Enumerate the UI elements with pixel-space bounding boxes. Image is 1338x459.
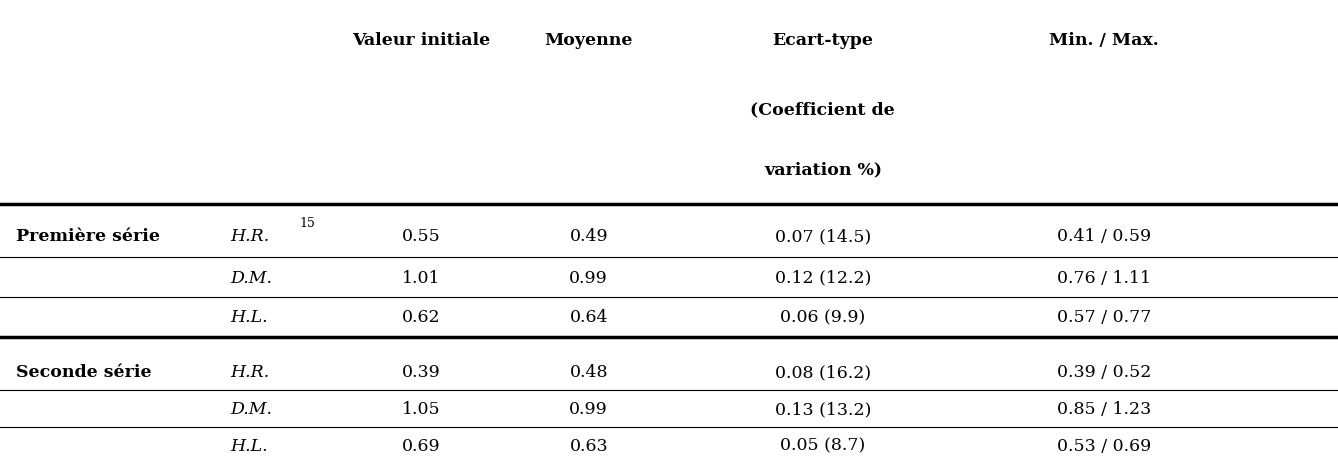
Text: 0.53 / 0.69: 0.53 / 0.69	[1057, 437, 1151, 453]
Text: 0.12 (12.2): 0.12 (12.2)	[775, 269, 871, 286]
Text: H.R.: H.R.	[230, 228, 269, 245]
Text: H.L.: H.L.	[230, 308, 268, 325]
Text: Ecart-type: Ecart-type	[772, 32, 874, 49]
Text: 0.13 (13.2): 0.13 (13.2)	[775, 400, 871, 417]
Text: 0.76 / 1.11: 0.76 / 1.11	[1057, 269, 1151, 286]
Text: 0.05 (8.7): 0.05 (8.7)	[780, 437, 866, 453]
Text: 1.01: 1.01	[403, 269, 440, 286]
Text: D.M.: D.M.	[230, 269, 272, 286]
Text: 0.99: 0.99	[570, 400, 607, 417]
Text: (Coefficient de: (Coefficient de	[751, 101, 895, 118]
Text: 0.06 (9.9): 0.06 (9.9)	[780, 308, 866, 325]
Text: 0.99: 0.99	[570, 269, 607, 286]
Text: H.L.: H.L.	[230, 437, 268, 453]
Text: Seconde série: Seconde série	[16, 364, 151, 380]
Text: 0.55: 0.55	[403, 228, 440, 245]
Text: 0.85 / 1.23: 0.85 / 1.23	[1057, 400, 1151, 417]
Text: 0.63: 0.63	[570, 437, 607, 453]
Text: Min. / Max.: Min. / Max.	[1049, 32, 1159, 49]
Text: 1.05: 1.05	[403, 400, 440, 417]
Text: 0.39: 0.39	[403, 364, 440, 380]
Text: 0.48: 0.48	[570, 364, 607, 380]
Text: 15: 15	[300, 216, 316, 229]
Text: D.M.: D.M.	[230, 400, 272, 417]
Text: Valeur initiale: Valeur initiale	[352, 32, 491, 49]
Text: variation %): variation %)	[764, 161, 882, 178]
Text: 0.64: 0.64	[570, 308, 607, 325]
Text: 0.49: 0.49	[570, 228, 607, 245]
Text: Première série: Première série	[16, 228, 161, 245]
Text: 0.08 (16.2): 0.08 (16.2)	[775, 364, 871, 380]
Text: Moyenne: Moyenne	[545, 32, 633, 49]
Text: 0.62: 0.62	[403, 308, 440, 325]
Text: 0.07 (14.5): 0.07 (14.5)	[775, 228, 871, 245]
Text: 0.41 / 0.59: 0.41 / 0.59	[1057, 228, 1151, 245]
Text: H.R.: H.R.	[230, 364, 269, 380]
Text: 0.39 / 0.52: 0.39 / 0.52	[1057, 364, 1151, 380]
Text: 0.57 / 0.77: 0.57 / 0.77	[1057, 308, 1151, 325]
Text: 0.69: 0.69	[403, 437, 440, 453]
